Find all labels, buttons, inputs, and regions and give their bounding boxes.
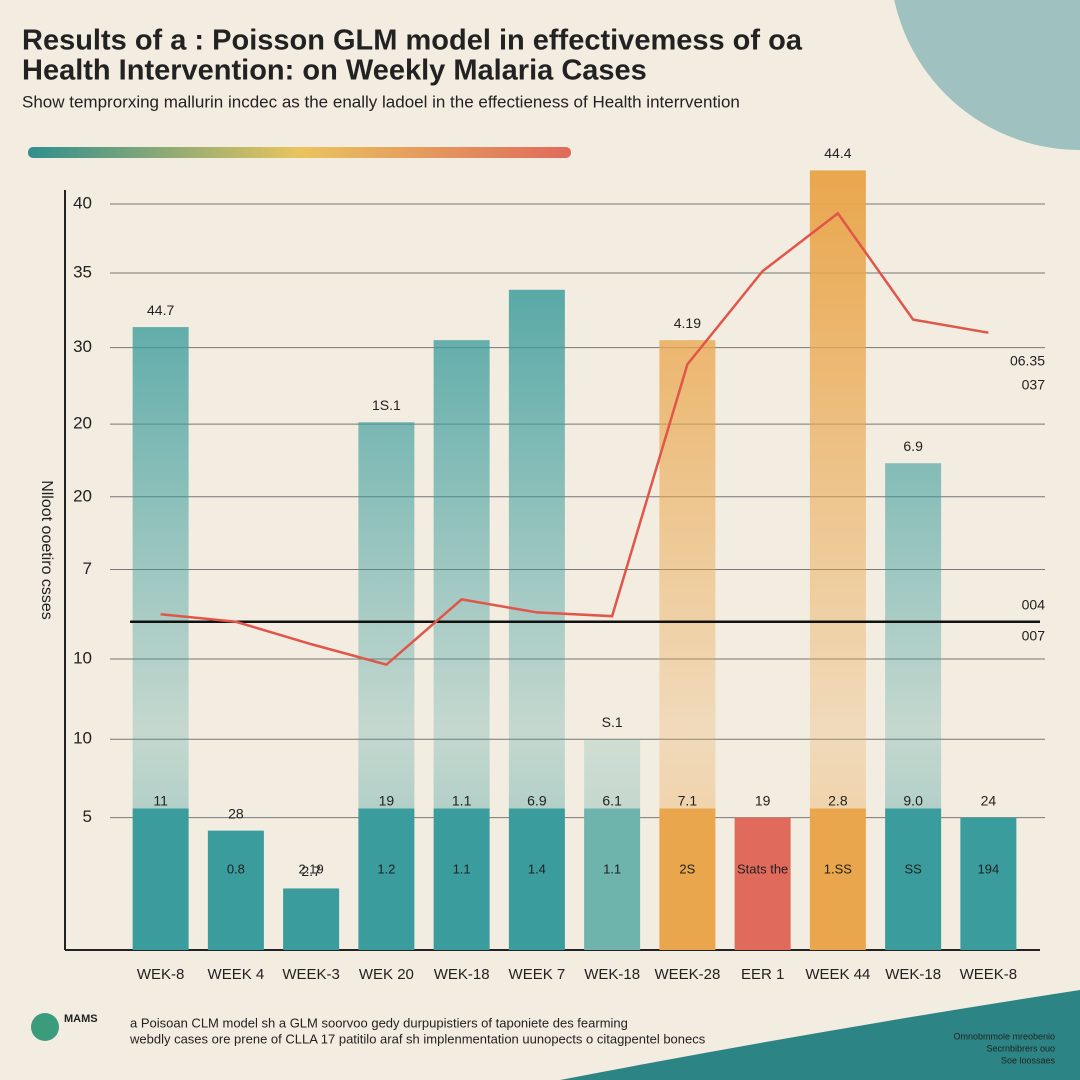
decor-wave	[560, 990, 1080, 1080]
row-label: 6.1	[602, 793, 622, 809]
inner-label: 1.1	[603, 861, 621, 876]
decor-bar	[28, 147, 571, 158]
bar-label: 6.9	[903, 438, 923, 454]
bar-label: 44.7	[147, 302, 174, 318]
bar	[734, 817, 791, 950]
row-label: 2.8	[828, 793, 848, 809]
logo: MAMS	[31, 1013, 98, 1041]
footer-right: Soe loossaes	[1001, 1055, 1056, 1065]
side-label: 007	[1022, 628, 1046, 644]
x-tick-label: WEEK-3	[282, 966, 340, 983]
row-label: 24	[981, 793, 997, 809]
inner-label: 1.1	[453, 861, 471, 876]
y-tick-label: 40	[73, 193, 92, 212]
side-label: 06.35	[1010, 353, 1045, 369]
bar	[885, 463, 942, 950]
bar	[960, 817, 1017, 950]
y-tick-label: 20	[73, 414, 92, 433]
bar	[283, 888, 340, 950]
logo-icon	[31, 1013, 59, 1041]
y-tick-label: 7	[83, 559, 92, 578]
y-axis-label: Nlloot ooetiro csses	[38, 480, 55, 620]
bar	[433, 340, 490, 950]
inner-label: 2.19	[298, 861, 323, 876]
chart-title: Health Intervention: on Weekly Malaria C…	[22, 55, 647, 87]
bar	[132, 327, 189, 951]
y-tick-label: 10	[73, 649, 92, 668]
side-label: 037	[1022, 377, 1046, 393]
x-tick-label: WEK-18	[434, 966, 490, 983]
inner-label: 0.8	[227, 861, 245, 876]
row-label: 19	[379, 793, 395, 809]
x-tick-label: EER 1	[741, 966, 784, 983]
side-label: 004	[1022, 597, 1046, 613]
chart-title: Results of a : Poisson GLM model in effe…	[22, 25, 803, 57]
inner-label: 1.SS	[824, 861, 853, 876]
y-tick-label: 10	[73, 729, 92, 748]
y-tick-label: 20	[73, 486, 92, 505]
x-tick-label: WEK 20	[359, 966, 414, 983]
x-tick-label: WEEK-28	[654, 966, 720, 983]
decor-circle	[894, 0, 1080, 150]
y-tick-label: 30	[73, 337, 92, 356]
footer-right: Secrnbibrers ouo	[986, 1043, 1055, 1053]
x-tick-label: WEK-18	[584, 966, 640, 983]
bar	[508, 289, 565, 950]
x-tick-label: WEK-8	[137, 966, 185, 983]
bar-label: 1S.1	[372, 397, 401, 413]
row-label: 11	[153, 793, 168, 809]
y-tick-label: 35	[73, 262, 92, 281]
inner-label: 1.4	[528, 861, 546, 876]
bar	[659, 340, 716, 950]
x-tick-label: WEEK-8	[960, 966, 1018, 983]
inner-label: 1.2	[377, 861, 395, 876]
y-tick-label: 5	[83, 807, 92, 826]
row-label: 6.9	[527, 793, 547, 809]
x-tick-label: WEEK 7	[509, 966, 566, 983]
logo-text: MAMS	[64, 1013, 98, 1025]
inner-label: SS	[904, 861, 922, 876]
bar-label: 4.19	[674, 315, 701, 331]
chart-subtitle: Show temprorxing mallurin incdec as the …	[22, 92, 740, 111]
row-label: 7.1	[678, 793, 698, 809]
bar-label: 28	[228, 805, 244, 821]
inner-label: Stats the	[737, 861, 788, 876]
row-label: 19	[755, 793, 771, 809]
inner-label: 2S	[679, 861, 695, 876]
inner-label: 194	[978, 861, 1000, 876]
x-tick-label: WEEK 44	[805, 966, 870, 983]
x-tick-label: WEK-18	[885, 966, 941, 983]
bar	[358, 422, 415, 951]
trend-line	[160, 211, 989, 667]
bar-label: S.1	[602, 714, 623, 730]
row-label: 1.1	[452, 793, 472, 809]
x-tick-label: WEEK 4	[208, 966, 265, 983]
bar	[809, 170, 866, 950]
bar-label: 44.4	[824, 145, 851, 161]
bar-label: 2.7	[301, 863, 321, 879]
footer-text: a Poisoan CLM model sh a GLM soorvoo ged…	[130, 1015, 628, 1030]
bar	[207, 830, 264, 950]
row-label: 9.0	[903, 793, 923, 809]
bar	[584, 739, 641, 950]
footer-text: webdly cases ore prene of CLLA 17 patiti…	[129, 1031, 706, 1046]
footer-right: Omnobmmole mreobenio	[953, 1031, 1055, 1041]
